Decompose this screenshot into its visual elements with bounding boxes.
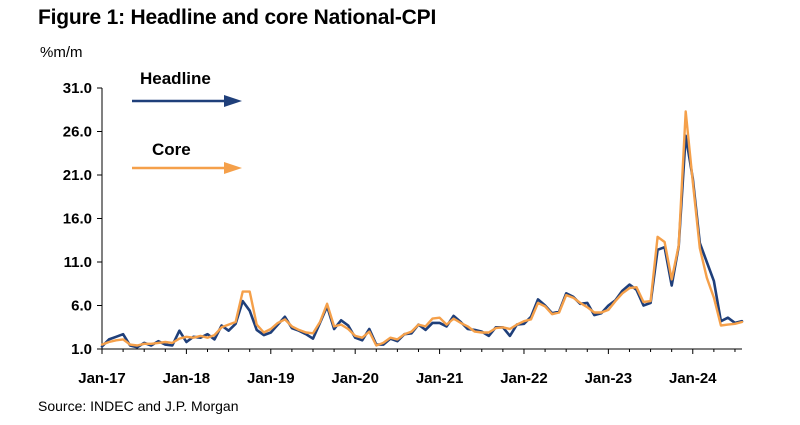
x-tick-label: Jan-23 <box>585 370 633 387</box>
legend-label: Headline <box>140 69 211 88</box>
x-axis-ticks: Jan-17 Jan-18 Jan-19 Jan-20 Jan-21 Jan-22 Jan-… <box>78 349 736 387</box>
headline-legend-entry: Headline <box>132 69 242 107</box>
source-note: Source: INDEC and J.P. Morgan <box>38 398 239 414</box>
legend-label: Core <box>152 140 191 159</box>
legend-arrow-head <box>224 95 242 107</box>
x-tick-label: Jan-17 <box>78 370 126 387</box>
x-tick-label: Jan-19 <box>247 370 295 387</box>
x-tick-label: Jan-24 <box>669 370 717 387</box>
x-tick-label: Jan-21 <box>416 370 464 387</box>
y-axis-ticks: 31.0 26.0 21.0 16.0 11.0 6.0 1.0 <box>63 80 102 358</box>
headline-series-line <box>100 134 744 349</box>
y-tick-label: 26.0 <box>63 124 92 141</box>
y-tick-label: 1.0 <box>71 341 92 358</box>
axes <box>101 88 742 350</box>
y-tick-label: 16.0 <box>63 211 92 228</box>
legend-arrow-head <box>224 162 242 174</box>
x-tick-label: Jan-20 <box>331 370 379 387</box>
legend: Headline Core <box>132 69 242 174</box>
y-tick-label: 6.0 <box>71 298 92 315</box>
y-unit-label: %m/m <box>40 44 83 61</box>
y-tick-label: 31.0 <box>63 80 92 97</box>
series-lines <box>100 110 744 349</box>
x-tick-label: Jan-18 <box>163 370 211 387</box>
y-tick-label: 21.0 <box>63 167 92 184</box>
chart-title: Figure 1: Headline and core National-CPI <box>38 6 437 29</box>
x-tick-label: Jan-22 <box>500 370 548 387</box>
core-series-line <box>100 110 744 347</box>
core-legend-entry: Core <box>132 140 242 174</box>
y-tick-label: 11.0 <box>64 254 92 271</box>
